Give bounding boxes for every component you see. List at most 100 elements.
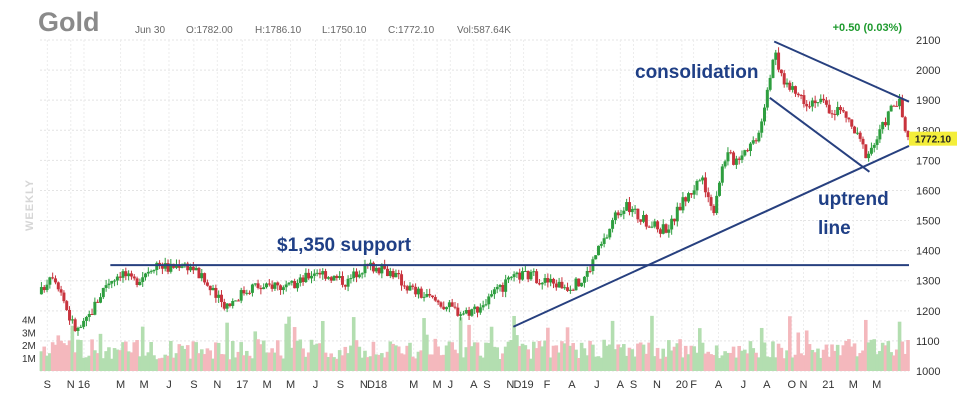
candle-body xyxy=(608,228,612,238)
volume-bar xyxy=(377,354,381,371)
candle-body xyxy=(177,264,181,268)
candle-body xyxy=(318,272,322,275)
uptrend-annotation-line1: uptrend xyxy=(818,189,889,210)
candle-body xyxy=(425,294,429,297)
volume-bar xyxy=(768,357,772,371)
candle-body xyxy=(408,285,412,291)
volume-bar xyxy=(64,345,69,371)
candle-body xyxy=(841,110,845,112)
x-tick-label: A xyxy=(617,379,625,391)
volume-bar xyxy=(388,341,393,371)
volume-bar xyxy=(728,352,733,371)
volume-bar xyxy=(627,347,632,371)
volume-bar xyxy=(647,342,651,371)
candle-body xyxy=(228,303,232,306)
volume-bar xyxy=(259,344,263,371)
volume-bar xyxy=(292,327,297,371)
candle-body xyxy=(253,283,257,285)
candle-body xyxy=(551,278,555,284)
volume-bar xyxy=(169,340,173,371)
volume-bar xyxy=(365,357,370,371)
candle-body xyxy=(802,95,806,104)
volume-bar xyxy=(644,353,649,371)
volume-bar xyxy=(264,352,269,371)
volume-bar xyxy=(568,345,573,371)
candle-body xyxy=(242,290,246,294)
volume-bar xyxy=(458,317,463,371)
candle-body xyxy=(411,285,415,287)
volume-bar xyxy=(76,339,80,371)
volume-bar xyxy=(526,349,530,371)
candle-body xyxy=(602,238,606,244)
candle-body xyxy=(751,140,755,144)
candle-body xyxy=(96,301,100,303)
x-tick-label: S xyxy=(44,379,51,391)
candle-body xyxy=(312,273,316,276)
volume-bar xyxy=(675,343,680,371)
volume-bar xyxy=(374,354,379,371)
candle-body xyxy=(59,289,63,293)
volume-bar xyxy=(543,340,547,371)
candle-body xyxy=(748,143,752,152)
candle-body xyxy=(605,237,609,239)
volume-bar xyxy=(658,358,663,371)
candle-body xyxy=(644,215,648,227)
volume-bar xyxy=(380,353,384,371)
candle-body xyxy=(110,280,114,284)
candle-body xyxy=(222,301,226,309)
candle-body xyxy=(461,313,465,315)
candle-body xyxy=(453,306,457,308)
volume-bar xyxy=(731,346,736,371)
candle-body xyxy=(118,276,122,278)
volume-bar xyxy=(56,335,61,371)
candle-body xyxy=(416,288,420,295)
volume-bar xyxy=(720,355,725,371)
candle-body xyxy=(349,278,353,280)
candle-body xyxy=(878,129,882,140)
candle-body xyxy=(385,268,389,277)
candle-body xyxy=(270,284,274,289)
volume-bar xyxy=(872,339,877,371)
volume-bar xyxy=(557,352,561,371)
y-tick-label: 2100 xyxy=(916,35,940,47)
candle-body xyxy=(152,269,156,272)
candle-body xyxy=(678,206,682,211)
volume-bar xyxy=(422,318,426,371)
y-tick-label: 1000 xyxy=(916,366,940,378)
candle-body xyxy=(754,140,758,142)
volume-bar xyxy=(743,349,747,371)
volume-bar xyxy=(501,353,505,371)
volume-bar xyxy=(681,357,685,371)
candle-body xyxy=(883,122,887,126)
candle-body xyxy=(858,132,862,139)
volume-bar xyxy=(790,357,795,371)
volume-bar xyxy=(886,341,891,371)
volume-bar xyxy=(95,353,100,371)
candle-body xyxy=(808,106,812,108)
candle-body xyxy=(355,271,359,278)
volume-bar xyxy=(433,338,438,371)
x-tick-label: N xyxy=(506,379,514,391)
candle-body xyxy=(822,98,826,101)
x-tick-label: N xyxy=(67,379,75,391)
volume-bar xyxy=(655,347,660,371)
y-tick-label: 1100 xyxy=(916,336,940,348)
volume-bar xyxy=(309,339,314,371)
candle-body xyxy=(144,273,148,278)
volume-bar xyxy=(411,356,415,371)
volume-bar xyxy=(779,347,784,371)
candle-body xyxy=(87,313,91,318)
volume-bar xyxy=(596,356,601,371)
volume-bar xyxy=(42,346,47,371)
candle-body xyxy=(124,271,128,277)
volume-bar xyxy=(146,352,151,371)
x-tick-label: F xyxy=(690,379,697,391)
x-tick-label: N xyxy=(800,379,808,391)
last-price-box xyxy=(909,131,957,146)
volume-bar xyxy=(833,350,837,371)
volume-bar xyxy=(619,347,623,371)
time-axis: S N 16 M M J S N 17 M M J S N D18 M M J A S N D19 F A J A S N 20 F A J A… xyxy=(44,379,882,391)
candle-body xyxy=(338,276,342,278)
volume-bars xyxy=(39,315,910,371)
volume-bar xyxy=(368,356,373,371)
